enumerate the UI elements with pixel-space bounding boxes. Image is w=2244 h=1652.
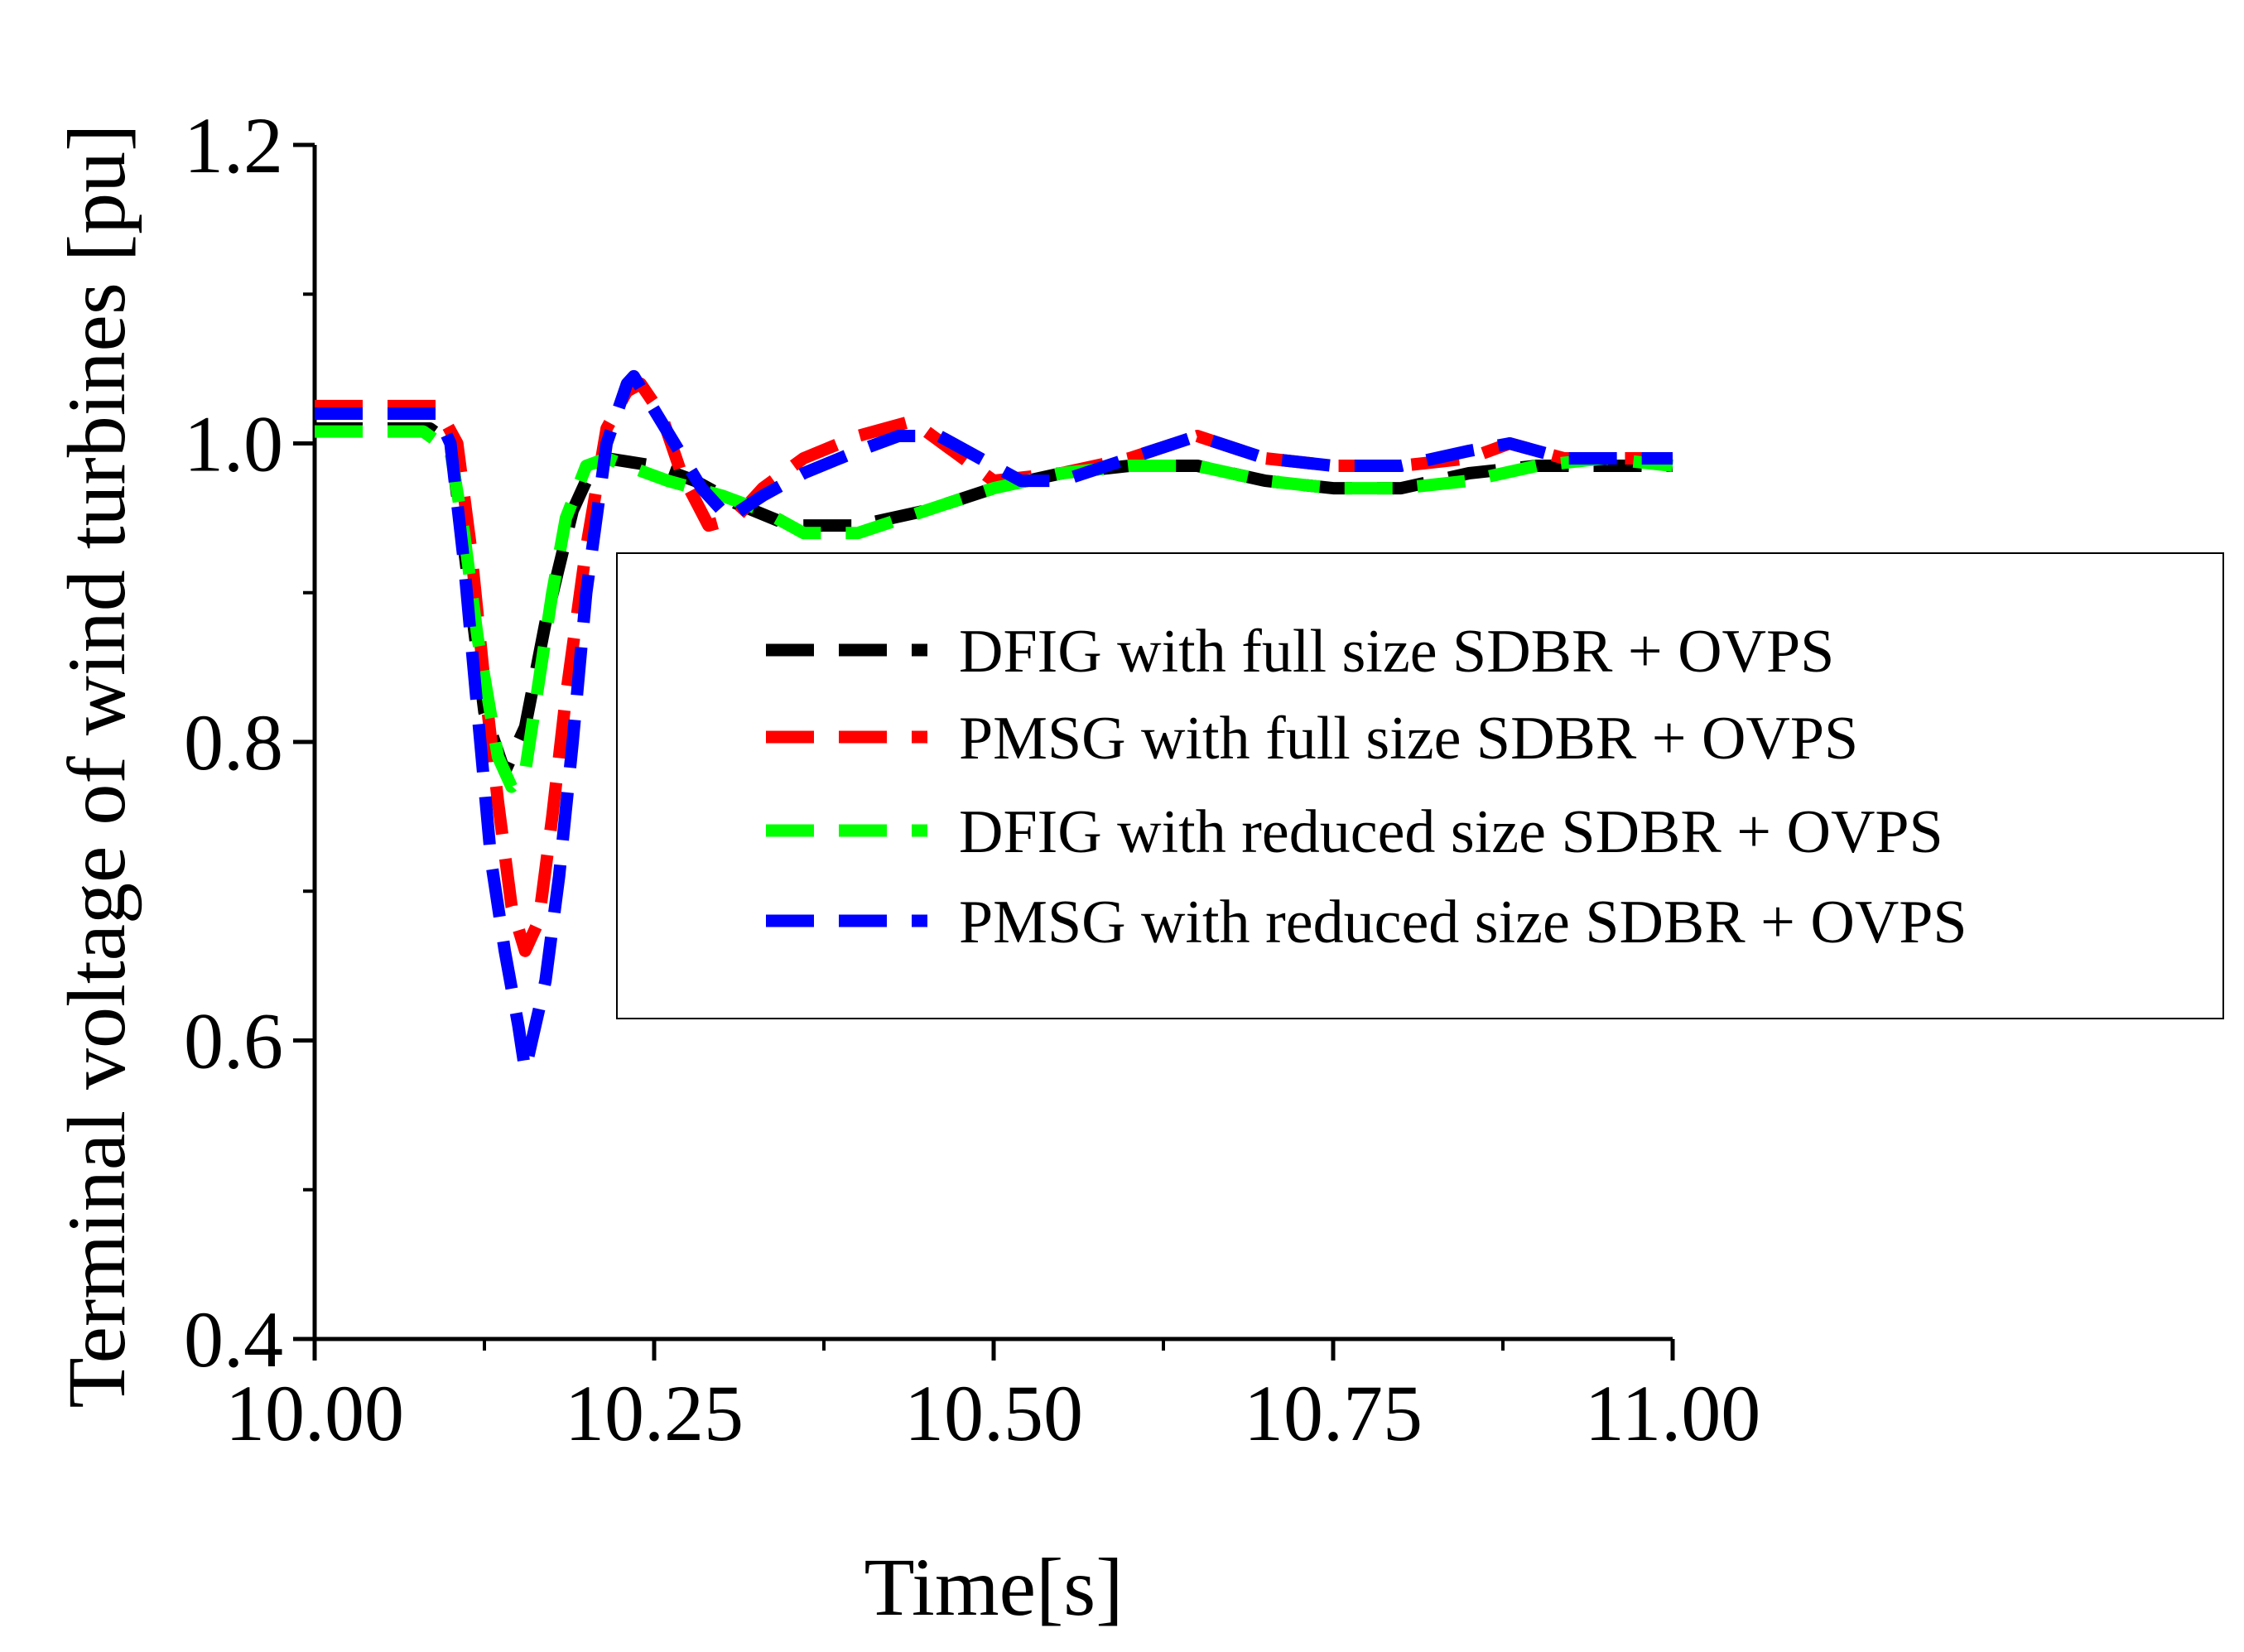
- legend-box: [616, 552, 2224, 1019]
- series-layer: [315, 369, 1673, 1077]
- y-tick-label: 0.8: [184, 698, 283, 787]
- series-line-4: [315, 369, 1673, 1077]
- legend-label-1: DFIG with full size SDBR + OVPS: [959, 618, 1834, 686]
- legend-label-4: PMSG with reduced size SDBR + OVPS: [959, 889, 1967, 956]
- legend: DFIG with full size SDBR + OVPS PMSG with…: [616, 552, 2224, 1019]
- legend-label-2: PMSG with full size SDBR + OVPS: [959, 705, 1858, 773]
- y-tick-label: 1.0: [184, 400, 283, 489]
- x-tick-label: 10.25: [565, 1369, 744, 1457]
- x-tick-label: 10.50: [904, 1369, 1083, 1457]
- y-tick-label: 1.2: [184, 101, 283, 190]
- y-tick-label: 0.4: [184, 1295, 283, 1384]
- y-axis-title: Terminal voltage of wind turbines [pu]: [51, 124, 142, 1409]
- y-tick-label: 0.6: [184, 997, 283, 1086]
- x-tick-label: 11.00: [1585, 1369, 1760, 1457]
- x-tick-label: 10.75: [1244, 1369, 1423, 1457]
- x-tick-label: 10.00: [225, 1369, 404, 1457]
- series-line-3: [315, 425, 1673, 793]
- x-axis-title: Time[s]: [864, 1541, 1123, 1633]
- axis-ticks: 0.4 0.6 0.8 1.0 1.2 10.00 10.25 10.50 10.75 11.00: [184, 101, 1760, 1457]
- legend-label-3: DFIG with reduced size SDBR + OVPS: [959, 798, 1943, 866]
